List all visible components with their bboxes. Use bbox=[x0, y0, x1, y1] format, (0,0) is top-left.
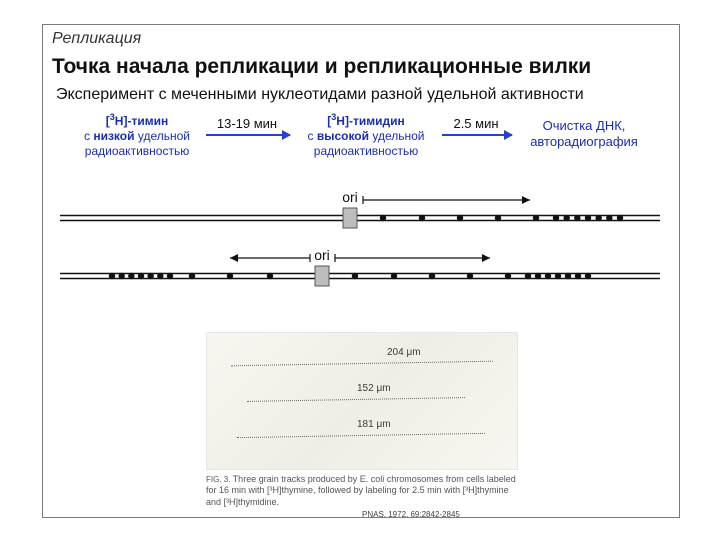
track-label-2: 152 μm bbox=[357, 383, 391, 394]
experiment-flow: [3H]-тимин с низкой удельной радиоактивн… bbox=[72, 112, 648, 176]
time-label-2: 2.5 мин bbox=[446, 116, 506, 131]
page-title: Точка начала репликации и репликационные… bbox=[52, 55, 591, 79]
figure-caption: FIG. 3. Three grain tracks produced by E… bbox=[206, 474, 516, 508]
svg-text:ori: ori bbox=[342, 189, 358, 205]
arrow-icon bbox=[206, 134, 290, 136]
track-label-1: 204 μm bbox=[387, 347, 421, 358]
svg-text:ori: ori bbox=[314, 247, 330, 263]
arrow-icon bbox=[442, 134, 512, 136]
track-label-3: 181 μm bbox=[357, 419, 391, 430]
section-label: Репликация bbox=[52, 30, 141, 48]
citation: PNAS. 1972. 69:2842-2845 bbox=[362, 510, 460, 519]
dna-diagram: ori ori bbox=[60, 186, 660, 322]
step-1: [3H]-тимин с низкой удельной радиоактивн… bbox=[72, 112, 202, 159]
subtitle: Эксперимент с меченными нуклеотидами раз… bbox=[56, 86, 584, 104]
step-2: [3H]-тимидин с высокой удельной радиоакт… bbox=[294, 112, 438, 159]
autoradiograph-figure: 204 μm 152 μm 181 μm bbox=[206, 332, 518, 470]
time-label-1: 13-19 мин bbox=[212, 116, 282, 131]
step-3: Очистка ДНК, авторадиография bbox=[524, 118, 644, 151]
